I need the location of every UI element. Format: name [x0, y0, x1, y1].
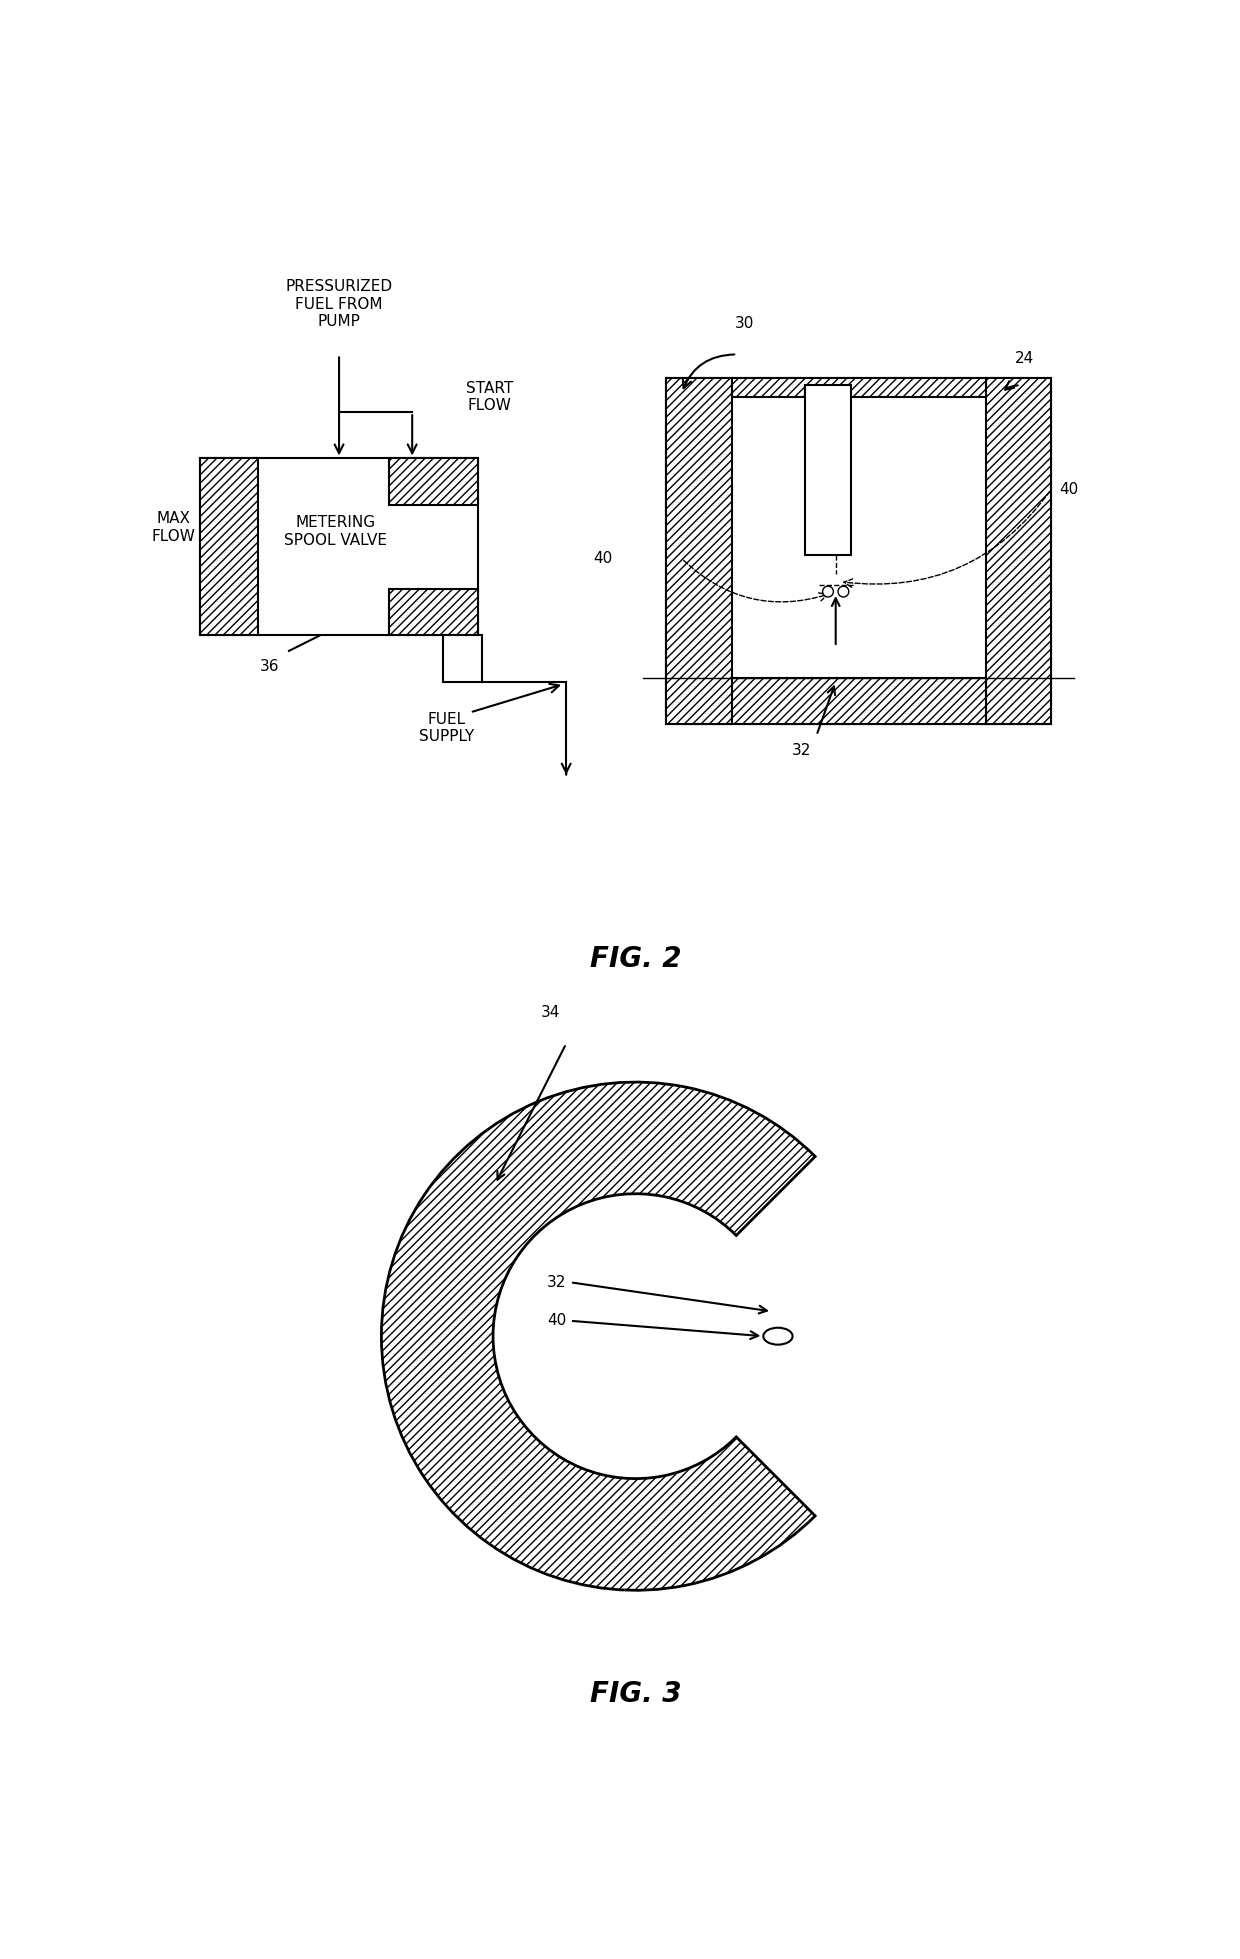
Bar	[732, 378, 986, 398]
Bar	[389, 590, 477, 635]
Text: 36: 36	[260, 658, 279, 674]
Text: 40: 40	[547, 1313, 567, 1328]
Text: METERING
SPOOL VALVE: METERING SPOOL VALVE	[284, 515, 387, 549]
Bar	[443, 635, 481, 682]
Bar	[666, 378, 1052, 725]
Circle shape	[838, 586, 849, 597]
Text: START
FLOW: START FLOW	[465, 380, 513, 413]
Text: 34: 34	[541, 1005, 560, 1021]
Bar	[732, 678, 986, 725]
Text: 32: 32	[791, 744, 811, 758]
Bar	[986, 378, 1052, 725]
Text: 40: 40	[1059, 482, 1079, 498]
Text: FUEL
SUPPLY: FUEL SUPPLY	[419, 711, 475, 744]
Bar	[805, 386, 851, 554]
Text: 24: 24	[1014, 351, 1034, 366]
Text: 40: 40	[593, 550, 613, 566]
Circle shape	[822, 586, 833, 597]
Bar	[201, 458, 258, 635]
Text: MAX
FLOW: MAX FLOW	[151, 511, 196, 545]
Text: PRESSURIZED
FUEL FROM
PUMP: PRESSURIZED FUEL FROM PUMP	[285, 280, 393, 329]
Text: FIG. 3: FIG. 3	[590, 1681, 681, 1708]
Ellipse shape	[764, 1328, 792, 1344]
Text: 30: 30	[735, 315, 754, 331]
Bar	[389, 458, 477, 505]
Wedge shape	[382, 1081, 815, 1591]
Bar	[666, 378, 732, 725]
Text: 32: 32	[547, 1275, 567, 1289]
Text: FIG. 2: FIG. 2	[590, 944, 681, 974]
Bar	[201, 458, 477, 635]
